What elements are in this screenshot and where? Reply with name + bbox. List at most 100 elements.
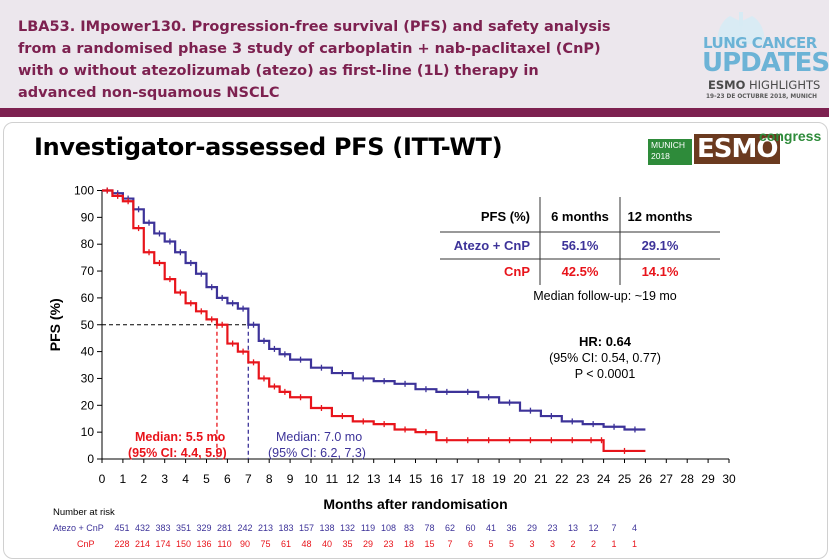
x-tick-label: 23 [576,472,590,486]
risk-value-atezo: 36 [506,523,516,533]
x-tick-label: 6 [224,472,231,486]
y-tick-label: 0 [87,452,94,466]
logo-line3: ESMO HIGHLIGHTS [708,78,820,92]
risk-value-cnp: 3 [550,539,555,549]
x-tick-label: 1 [120,472,127,486]
header-title: LBA53. IMpower130. Progression-free surv… [18,19,611,101]
x-tick-label: 15 [409,472,423,486]
x-tick-label: 5 [203,472,210,486]
risk-label-atezo: Atezo + CnP [53,523,104,533]
x-tick-label: 10 [304,472,318,486]
y-tick-label: 90 [81,210,95,224]
risk-value-cnp: 214 [135,539,150,549]
risk-value-cnp: 3 [529,539,534,549]
risk-value-atezo: 242 [237,523,252,533]
x-tick-label: 3 [161,472,168,486]
hr-value: HR: 0.64 [579,334,632,349]
risk-value-cnp: 61 [281,539,291,549]
logo-esmo-rest: HIGHLIGHTS [745,78,821,92]
risk-value-cnp: 90 [240,539,250,549]
y-tick-label: 50 [81,318,95,332]
risk-value-cnp: 110 [217,539,231,549]
risk-value-atezo: 132 [340,523,355,533]
x-tick-label: 4 [182,472,189,486]
risk-value-cnp: 40 [322,539,332,549]
x-tick-label: 21 [534,472,548,486]
esmo-city: MUNICH [651,140,685,150]
x-axis-title: Months after randomisation [323,496,507,512]
followup-note: Median follow-up: ~19 mo [533,289,677,303]
risk-value-cnp: 75 [260,539,270,549]
risk-value-atezo: 41 [486,523,496,533]
esmo-city-text: MUNICH 2018 [651,140,685,162]
risk-value-atezo: 29 [527,523,537,533]
risk-value-atezo: 60 [465,523,475,533]
cnp-curve [102,189,646,453]
x-tick-label: 14 [388,472,402,486]
median-cnp-label: Median: 5.5 mo [135,430,226,444]
risk-value-atezo: 183 [278,523,293,533]
x-tick-label: 13 [367,472,381,486]
x-tick-label: 12 [346,472,360,486]
risk-value-cnp: 150 [176,539,191,549]
table-cell: 56.1% [562,238,599,253]
risk-value-cnp: 15 [424,539,434,549]
x-tick-label: 11 [326,472,339,486]
risk-value-atezo: 213 [258,523,273,533]
table-cell: 14.1% [642,264,679,279]
risk-value-cnp: 48 [301,539,311,549]
x-tick-label: 9 [287,472,294,486]
risk-value-atezo: 23 [547,523,557,533]
risk-value-cnp: 1 [611,539,616,549]
x-tick-label: 17 [451,472,465,486]
lung-logo-icon [717,12,765,44]
risk-value-atezo: 62 [445,523,455,533]
table-cell: 42.5% [562,264,599,279]
y-tick-label: 70 [81,264,95,278]
risk-value-cnp: 23 [383,539,393,549]
risk-value-cnp: 5 [509,539,514,549]
risk-table-title: Number at risk [53,507,115,518]
y-tick-label: 20 [81,398,95,412]
esmo-city-badge [648,139,692,165]
table-row-label-atezo: Atezo + CnP [454,238,531,253]
x-tick-label: 8 [266,472,273,486]
logo-esmo-bold: ESMO [708,78,746,92]
slide-title: Investigator-assessed PFS (ITT-WT) [34,133,503,161]
x-tick-label: 28 [681,472,695,486]
logo-line2: UPDATES [702,48,829,78]
x-tick-label: 24 [597,472,611,486]
risk-value-atezo: 119 [361,523,375,533]
risk-value-atezo: 432 [135,523,150,533]
x-tick-label: 0 [99,472,106,486]
risk-value-atezo: 383 [155,523,170,533]
y-tick-label: 80 [81,237,95,251]
esmo-word: ESMO [694,134,781,164]
risk-value-cnp: 5 [488,539,493,549]
median-atezo-label: Median: 7.0 mo [276,430,362,444]
slide-panel [3,122,828,559]
y-tick-label: 30 [81,371,95,385]
median-cnp-ci: (95% CI: 4.4, 5.9) [128,446,227,460]
logo-dates: 19-23 DE OCTUBRE 2018, MUNICH [706,94,817,100]
x-tick-label: 30 [722,472,736,486]
header-divider [0,108,829,117]
risk-value-atezo: 12 [588,523,598,533]
x-tick-label: 27 [660,472,674,486]
risk-value-atezo: 4 [632,523,637,533]
y-tick-label: 10 [81,425,95,439]
table-row-label-cnp: CnP [504,264,530,279]
table-header-12m: 12 months [627,209,692,224]
x-tick-label: 18 [472,472,486,486]
risk-value-atezo: 351 [176,523,191,533]
y-axis-title: PFS (%) [47,298,63,351]
risk-value-cnp: 29 [363,539,373,549]
risk-value-cnp: 35 [342,539,352,549]
x-tick-label: 2 [140,472,147,486]
y-tick-label: 40 [81,345,95,359]
x-tick-label: 25 [618,472,632,486]
risk-value-atezo: 138 [319,523,334,533]
x-tick-label: 29 [701,472,715,486]
risk-value-atezo: 108 [381,523,396,533]
x-tick-label: 20 [513,472,527,486]
